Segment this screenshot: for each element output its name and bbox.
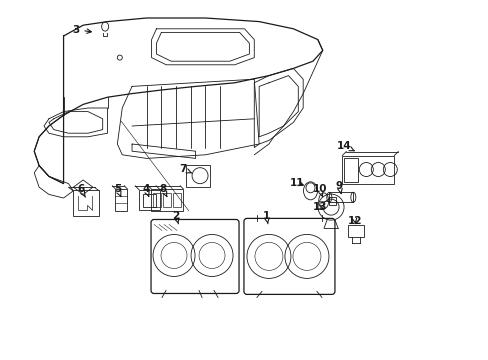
Bar xyxy=(328,192,353,202)
Bar xyxy=(139,190,160,210)
Bar xyxy=(344,158,358,181)
Bar xyxy=(328,197,335,205)
Bar xyxy=(163,193,171,207)
Bar xyxy=(143,194,156,207)
Bar xyxy=(185,165,210,187)
Bar xyxy=(153,193,161,207)
Bar xyxy=(151,189,183,211)
Text: 7: 7 xyxy=(179,164,191,174)
Text: 4: 4 xyxy=(142,184,149,197)
Text: 2: 2 xyxy=(172,211,179,224)
Text: 14: 14 xyxy=(336,141,353,151)
Text: 9: 9 xyxy=(335,181,342,194)
Text: 3: 3 xyxy=(72,24,91,35)
Bar xyxy=(347,225,363,237)
Text: 13: 13 xyxy=(312,202,326,212)
Text: 6: 6 xyxy=(77,184,85,197)
Bar xyxy=(115,189,127,211)
Bar xyxy=(342,156,393,184)
Text: 1: 1 xyxy=(263,211,269,224)
Text: 11: 11 xyxy=(289,178,304,188)
Text: 12: 12 xyxy=(347,216,362,226)
Text: 10: 10 xyxy=(312,184,326,197)
Text: 8: 8 xyxy=(159,184,166,197)
Bar xyxy=(72,190,99,216)
Bar xyxy=(173,193,181,207)
Text: 5: 5 xyxy=(114,184,121,197)
